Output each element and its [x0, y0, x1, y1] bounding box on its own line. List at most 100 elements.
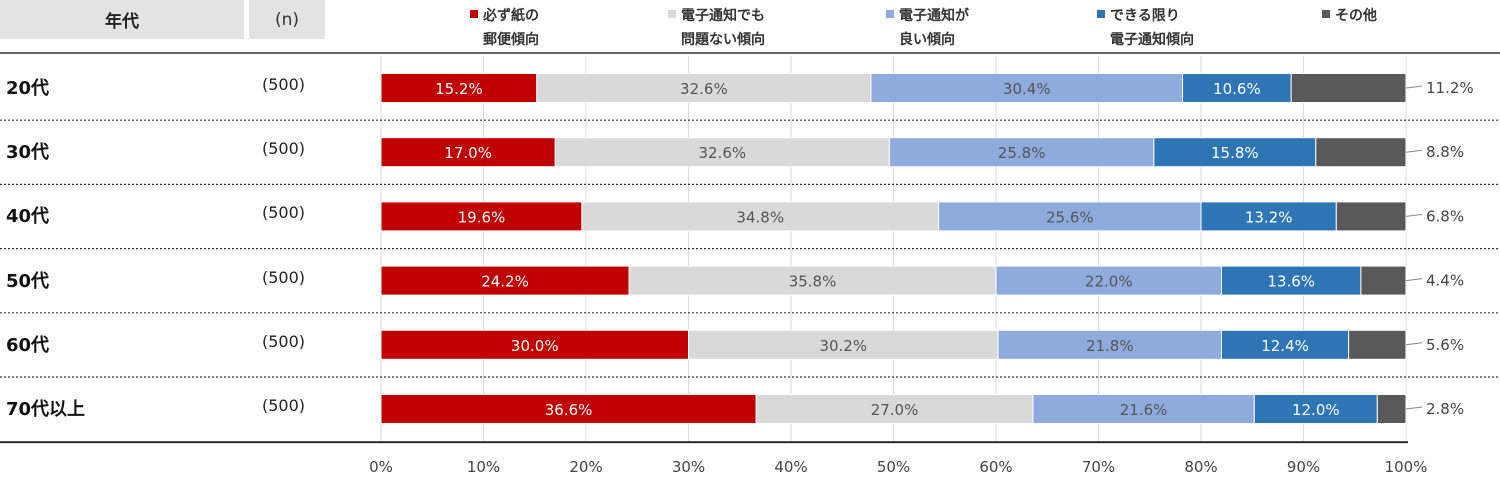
- row-n: (500): [262, 203, 306, 223]
- data-label: 32.6%: [680, 80, 728, 98]
- bar-segment: [1182, 73, 1292, 103]
- x-tick-label: 30%: [672, 458, 705, 476]
- legend-label-line2: 電子通知傾向: [1110, 32, 1194, 48]
- row-n: (500): [262, 331, 306, 351]
- data-label: 21.6%: [1120, 401, 1168, 419]
- data-label: 19.6%: [458, 208, 506, 226]
- bar-segment: [554, 137, 890, 168]
- leader-line: [1405, 278, 1423, 282]
- data-label: 12.0%: [1292, 401, 1340, 419]
- bar-segment: [380, 73, 538, 103]
- row-n: (500): [262, 139, 306, 159]
- x-tick-label: 60%: [979, 458, 1012, 476]
- x-tick-label: 100%: [1385, 458, 1428, 476]
- data-label: 25.6%: [1046, 208, 1094, 226]
- legend-label-line2: 良い傾向: [899, 32, 955, 48]
- legend-swatch: [886, 10, 894, 18]
- data-label: 12.4%: [1261, 337, 1309, 355]
- x-tick-label: 0%: [369, 458, 393, 476]
- x-tick-label: 10%: [467, 458, 500, 476]
- bar-segment: [581, 201, 940, 232]
- data-label: 27.0%: [871, 401, 919, 419]
- legend-label-line1: 必ず紙の: [483, 8, 539, 24]
- leader-line: [1405, 342, 1423, 346]
- row-label: 50代: [6, 270, 50, 292]
- data-label: 30.0%: [511, 337, 559, 355]
- legend-swatch: [1322, 10, 1330, 18]
- row-n: (500): [262, 267, 306, 287]
- legend-swatch: [1097, 10, 1105, 18]
- legend-label-line1: その他: [1335, 8, 1377, 24]
- data-label: 11.2%: [1426, 79, 1474, 97]
- leader-line: [1405, 406, 1423, 410]
- data-label: 6.8%: [1426, 207, 1464, 225]
- data-label: 4.4%: [1426, 272, 1464, 290]
- data-label: 32.6%: [698, 144, 746, 162]
- data-label: 10.6%: [1213, 80, 1261, 98]
- bar-segment: [380, 394, 757, 424]
- x-tick-label: 40%: [774, 458, 807, 476]
- data-label: 17.0%: [444, 144, 492, 162]
- age-column-header: 年代: [0, 0, 244, 39]
- bar-segment: [1348, 329, 1407, 360]
- legend-item: 電子通知でも 問題ない傾向: [668, 4, 765, 52]
- legend-label-line1: 電子通知でも: [681, 8, 765, 24]
- x-tick-label: 90%: [1287, 458, 1320, 476]
- row-label: 60代: [6, 334, 50, 356]
- bar-segment: [1290, 73, 1407, 103]
- legend-label-line2: 問題ない傾向: [681, 32, 765, 48]
- bar-segment: [1253, 394, 1378, 424]
- bar-segment: [628, 265, 997, 296]
- legend-swatch: [668, 10, 676, 18]
- x-tick-label: 80%: [1184, 458, 1217, 476]
- bar-segment: [1153, 137, 1317, 168]
- data-label: 13.2%: [1245, 208, 1293, 226]
- data-label: 2.8%: [1426, 400, 1464, 418]
- bar-segment: [997, 329, 1222, 360]
- data-label: 35.8%: [789, 273, 837, 291]
- row-label: 40代: [6, 206, 50, 228]
- bar-segment: [380, 137, 556, 168]
- data-label: 5.6%: [1426, 336, 1464, 354]
- bar-segment: [688, 329, 999, 360]
- data-label: 36.6%: [545, 401, 593, 419]
- row-label: 30代: [6, 142, 50, 164]
- bar-segment: [995, 265, 1222, 296]
- x-tick-label: 70%: [1082, 458, 1115, 476]
- legend-item: できる限り電子通知傾向: [1097, 4, 1194, 52]
- leader-line: [1405, 85, 1423, 89]
- legend-item: 電子通知が 良い傾向: [886, 4, 969, 52]
- row-label: 70代以上: [6, 399, 86, 420]
- x-tick-label: 20%: [569, 458, 602, 476]
- data-label: 15.2%: [435, 80, 483, 98]
- bar-segment: [1376, 394, 1407, 424]
- legend-label-line1: 電子通知が: [899, 8, 969, 24]
- row-label: 20代: [6, 78, 50, 99]
- bar-segment: [380, 201, 583, 232]
- legend-label-line1: できる限り: [1110, 8, 1180, 24]
- leader-line: [1405, 213, 1423, 217]
- x-tick-label: 50%: [877, 458, 910, 476]
- bar-segment: [1221, 329, 1350, 360]
- data-label: 21.8%: [1086, 337, 1134, 355]
- data-label: 15.8%: [1211, 144, 1259, 162]
- data-label: 34.8%: [736, 208, 784, 226]
- data-label: 22.0%: [1085, 273, 1133, 291]
- bar-segment: [536, 73, 872, 103]
- data-label: 30.2%: [819, 337, 867, 355]
- legend-item: 必ず紙の 郵便傾向: [470, 4, 539, 52]
- data-label: 13.6%: [1267, 273, 1315, 291]
- bar-segment: [1315, 137, 1407, 168]
- bar-segment: [1335, 201, 1407, 232]
- bar-segment: [1360, 265, 1407, 296]
- data-label: 24.2%: [481, 273, 529, 291]
- bar-segment: [870, 73, 1184, 103]
- row-n: (500): [262, 396, 306, 415]
- leader-line: [1405, 149, 1423, 153]
- n-column-header: (n): [249, 0, 325, 39]
- row-n: (500): [262, 75, 306, 94]
- bar-segment: [1200, 201, 1337, 232]
- legend-swatch: [470, 10, 478, 18]
- bar-segment: [1032, 394, 1255, 424]
